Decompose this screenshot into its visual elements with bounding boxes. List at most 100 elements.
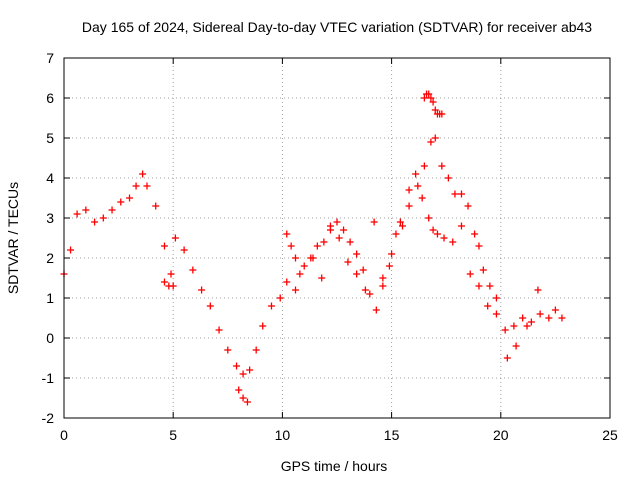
data-point — [379, 282, 387, 290]
data-point — [405, 186, 413, 194]
data-point — [399, 222, 407, 230]
data-point — [440, 234, 448, 242]
data-point — [503, 354, 511, 362]
data-point — [139, 170, 147, 178]
data-point — [479, 266, 487, 274]
data-point — [313, 242, 321, 250]
data-point — [300, 262, 308, 270]
data-point — [492, 310, 500, 318]
x-tick-label: 5 — [169, 427, 177, 443]
data-point — [73, 210, 81, 218]
data-point — [457, 190, 465, 198]
data-point — [108, 206, 116, 214]
data-point — [545, 314, 553, 322]
data-point — [169, 282, 177, 290]
data-point — [276, 294, 284, 302]
data-point — [239, 394, 247, 402]
data-point — [471, 230, 479, 238]
data-point — [152, 202, 160, 210]
plot-frame — [63, 57, 611, 419]
y-axis-label: SDTVAR / TECUs — [5, 182, 21, 294]
data-point — [82, 206, 90, 214]
y-tick-label: 1 — [46, 290, 54, 306]
y-tick-label: 6 — [46, 90, 54, 106]
data-point — [370, 218, 378, 226]
data-point — [484, 302, 492, 310]
data-point — [449, 238, 457, 246]
data-point — [344, 258, 352, 266]
data-point — [425, 90, 433, 98]
data-point — [132, 182, 140, 190]
y-tick-label: 3 — [46, 210, 54, 226]
data-point — [160, 242, 168, 250]
y-tick-label: 0 — [46, 330, 54, 346]
data-point — [283, 230, 291, 238]
y-tick-label: -2 — [42, 410, 55, 426]
y-tick-label: -1 — [42, 370, 55, 386]
data-point — [292, 286, 300, 294]
data-point — [340, 226, 348, 234]
data-point — [167, 270, 175, 278]
x-tick-label: 10 — [275, 427, 291, 443]
data-point — [414, 182, 422, 190]
data-point — [224, 346, 232, 354]
data-point — [99, 214, 107, 222]
data-point — [527, 318, 535, 326]
data-point — [536, 310, 544, 318]
data-point — [353, 250, 361, 258]
data-point — [292, 254, 300, 262]
data-point — [326, 226, 334, 234]
data-point — [259, 322, 267, 330]
data-point — [233, 362, 241, 370]
axis-ticks: 0 5 10 15 20 25 -2 -1 0 1 2 3 4 5 6 7 — [42, 50, 618, 443]
data-point — [320, 238, 328, 246]
data-point — [475, 242, 483, 250]
data-point — [267, 302, 275, 310]
x-tick-label: 25 — [602, 427, 618, 443]
data-point — [388, 250, 396, 258]
data-point — [160, 278, 168, 286]
data-point — [215, 326, 223, 334]
data-point — [464, 202, 472, 210]
grid-lines — [64, 58, 610, 418]
data-point — [444, 174, 452, 182]
data-point — [396, 218, 404, 226]
data-point — [433, 230, 441, 238]
y-tick-label: 5 — [46, 130, 54, 146]
data-series — [60, 90, 566, 406]
data-point — [379, 274, 387, 282]
data-point — [405, 202, 413, 210]
data-point — [91, 218, 99, 226]
data-point — [427, 138, 435, 146]
data-point — [431, 134, 439, 142]
data-point — [510, 322, 518, 330]
data-point — [252, 346, 260, 354]
data-point — [335, 234, 343, 242]
y-tick-label: 2 — [46, 250, 54, 266]
data-point — [558, 314, 566, 322]
data-point — [534, 286, 542, 294]
data-point — [466, 270, 474, 278]
data-point — [492, 294, 500, 302]
data-point — [296, 270, 304, 278]
data-point — [486, 282, 494, 290]
data-point — [117, 198, 125, 206]
data-point — [457, 222, 465, 230]
data-point — [438, 110, 446, 118]
data-point — [431, 106, 439, 114]
data-point — [180, 246, 188, 254]
data-point — [385, 262, 393, 270]
data-point — [361, 286, 369, 294]
data-point — [551, 306, 559, 314]
data-point — [246, 366, 254, 374]
data-point — [346, 238, 354, 246]
data-point — [429, 98, 437, 106]
data-point — [372, 306, 380, 314]
data-point — [366, 290, 374, 298]
data-point — [512, 342, 520, 350]
data-point — [425, 214, 433, 222]
data-point — [420, 162, 428, 170]
y-tick-label: 7 — [46, 50, 54, 66]
data-point — [451, 190, 459, 198]
